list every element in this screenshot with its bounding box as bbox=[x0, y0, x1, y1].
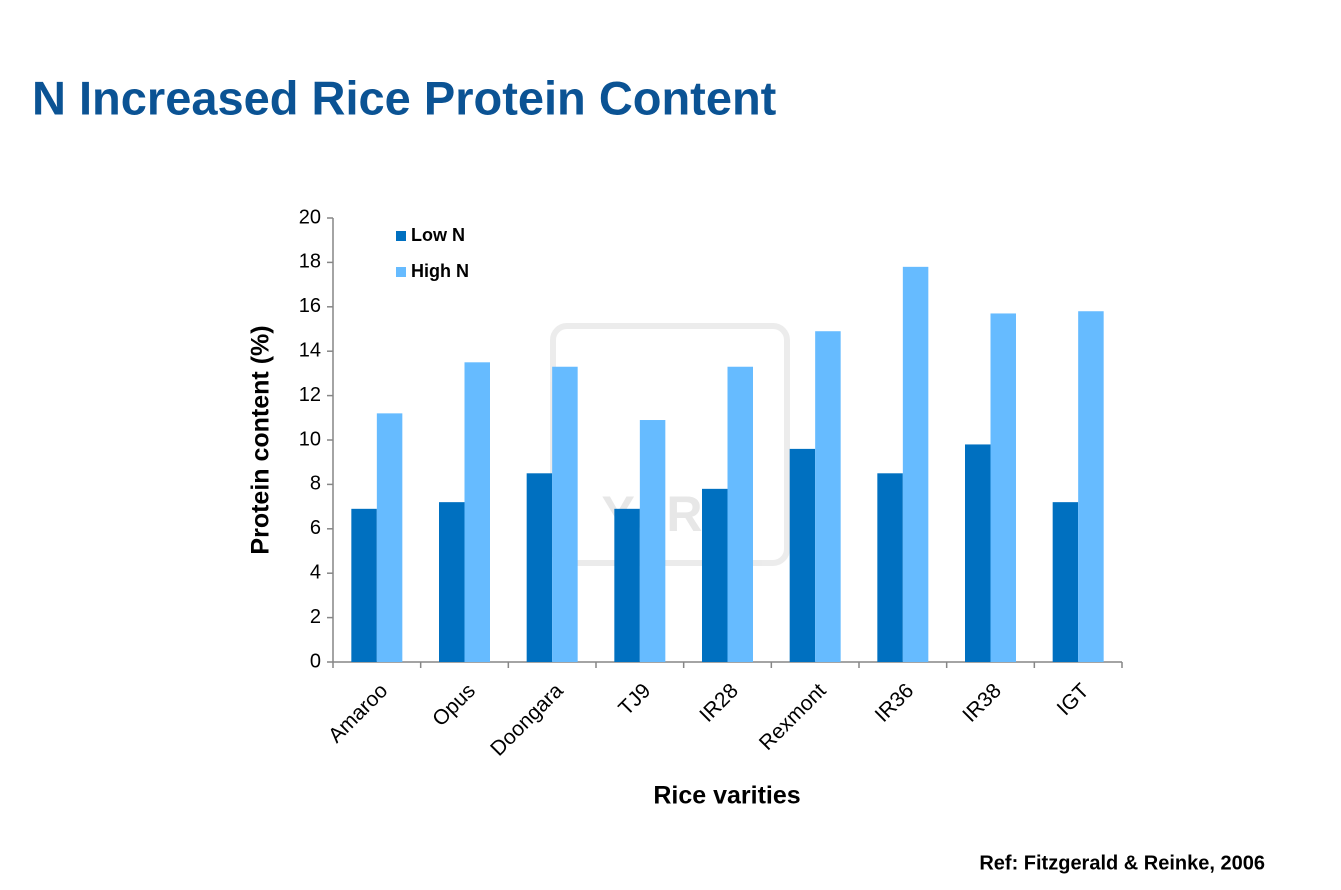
bar bbox=[990, 313, 1016, 662]
y-tick-label: 6 bbox=[310, 517, 321, 539]
legend-label: High N bbox=[411, 261, 469, 281]
bar bbox=[789, 448, 816, 662]
y-tick-label: 18 bbox=[299, 251, 321, 273]
y-tick-label: 4 bbox=[310, 561, 321, 583]
x-tick-label: Opus bbox=[428, 679, 480, 731]
bar bbox=[877, 473, 903, 662]
x-tick-label: Amaroo bbox=[324, 679, 392, 747]
bar bbox=[351, 508, 377, 662]
bar bbox=[1052, 502, 1079, 662]
bar bbox=[1078, 311, 1104, 662]
y-tick-label: 0 bbox=[310, 650, 321, 672]
bar bbox=[376, 413, 403, 662]
bar bbox=[965, 444, 991, 662]
bar bbox=[614, 508, 640, 662]
y-tick-label: 12 bbox=[299, 384, 321, 406]
x-axis-title: Rice varities bbox=[653, 782, 800, 810]
bar bbox=[526, 473, 553, 662]
x-tick-label: IR28 bbox=[695, 679, 743, 727]
x-tick-label: TJ9 bbox=[614, 679, 655, 720]
legend-swatch bbox=[396, 267, 406, 277]
y-tick-label: 8 bbox=[310, 473, 321, 495]
x-tick-label: IR38 bbox=[958, 679, 1006, 727]
reference: Ref: Fitzgerald & Reinke, 2006 bbox=[979, 852, 1265, 874]
y-tick-label: 20 bbox=[299, 206, 321, 228]
bar bbox=[639, 420, 666, 662]
bar bbox=[902, 266, 929, 662]
bar bbox=[702, 488, 728, 662]
bar bbox=[727, 366, 753, 662]
bar bbox=[464, 362, 490, 662]
x-tick-label: Doongara bbox=[486, 679, 568, 761]
legend-swatch bbox=[396, 231, 406, 241]
x-tick-label: Rexmont bbox=[755, 679, 831, 755]
x-tick-label: IGT bbox=[1053, 679, 1094, 720]
legend-label: Low N bbox=[411, 225, 465, 245]
x-tick-label: IR36 bbox=[871, 679, 919, 727]
y-tick-label: 10 bbox=[299, 428, 321, 450]
bar bbox=[552, 366, 578, 662]
bar bbox=[815, 331, 841, 662]
y-tick-label: 2 bbox=[310, 606, 321, 628]
y-tick-label: 16 bbox=[299, 295, 321, 317]
slide-title: N Increased Rice Protein Content bbox=[32, 71, 777, 124]
y-tick-label: 14 bbox=[299, 339, 321, 361]
y-axis-title: Protein content (%) bbox=[247, 325, 275, 554]
bar bbox=[439, 502, 465, 662]
